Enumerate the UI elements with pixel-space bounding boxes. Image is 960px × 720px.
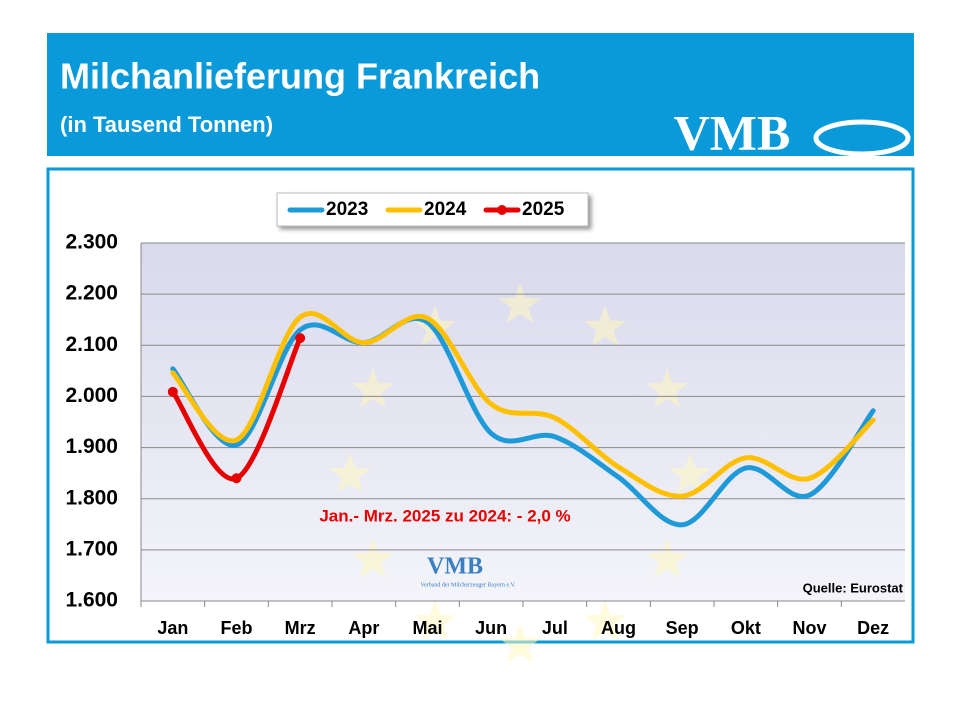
x-tick-label: Apr (348, 618, 379, 638)
y-tick-label: 2.200 (65, 282, 118, 305)
x-tick-label: Nov (792, 618, 826, 638)
source: Quelle: Eurostat (803, 580, 904, 595)
legend-label: 2023 (326, 199, 368, 220)
watermark-caption: Verband der Milcherzeuger Bayern e.V. (420, 582, 516, 588)
point (231, 473, 242, 484)
annotation: Jan.- Mrz. 2025 zu 2024: - 2,0 % (319, 506, 570, 525)
legend (276, 192, 589, 227)
star (584, 600, 626, 640)
star (646, 368, 689, 408)
star (499, 623, 541, 663)
y-tick-label: 1.700 (65, 537, 118, 560)
y-tick-label: 2.100 (65, 333, 118, 356)
header (47, 33, 914, 156)
title: Milchanlieferung Frankreich (60, 56, 540, 97)
x-tick-label: Jan (157, 618, 188, 638)
x-tick-label: Jul (542, 618, 568, 638)
star (646, 538, 689, 578)
legend-label: 2024 (424, 199, 467, 220)
x-tick-label: Mai (412, 618, 442, 638)
y-tick-label: 2.000 (65, 384, 118, 407)
star (584, 305, 626, 346)
x-tick-label: Sep (666, 618, 699, 638)
watermark-logo: VMB (427, 554, 483, 580)
y-tick-label: 1.800 (65, 486, 118, 509)
star (669, 453, 711, 493)
y-tick-label: 2.300 (65, 231, 118, 254)
star (329, 453, 371, 493)
x-tick-label: Jun (475, 618, 507, 638)
legend-marker (497, 205, 507, 215)
x-tick-label: Aug (601, 618, 636, 638)
legend-label: 2025 (522, 199, 565, 220)
star (351, 538, 394, 578)
star (414, 600, 456, 640)
series-line (170, 316, 876, 528)
logo-swoosh (813, 119, 911, 157)
y-tick-label: 1.900 (65, 435, 118, 458)
x-tick-label: Mrz (285, 618, 316, 638)
subtitle: (in Tausend Tonnen) (60, 112, 273, 137)
x-tick-label: Dez (857, 618, 889, 638)
series-line (170, 311, 876, 499)
x-tick-label: Feb (220, 618, 252, 638)
star (499, 283, 541, 323)
point (167, 386, 178, 397)
star (351, 368, 394, 408)
x-tick-label: Okt (731, 618, 761, 638)
y-tick-label: 1.600 (65, 589, 118, 612)
logo: VMB (674, 104, 791, 160)
point (295, 333, 306, 344)
